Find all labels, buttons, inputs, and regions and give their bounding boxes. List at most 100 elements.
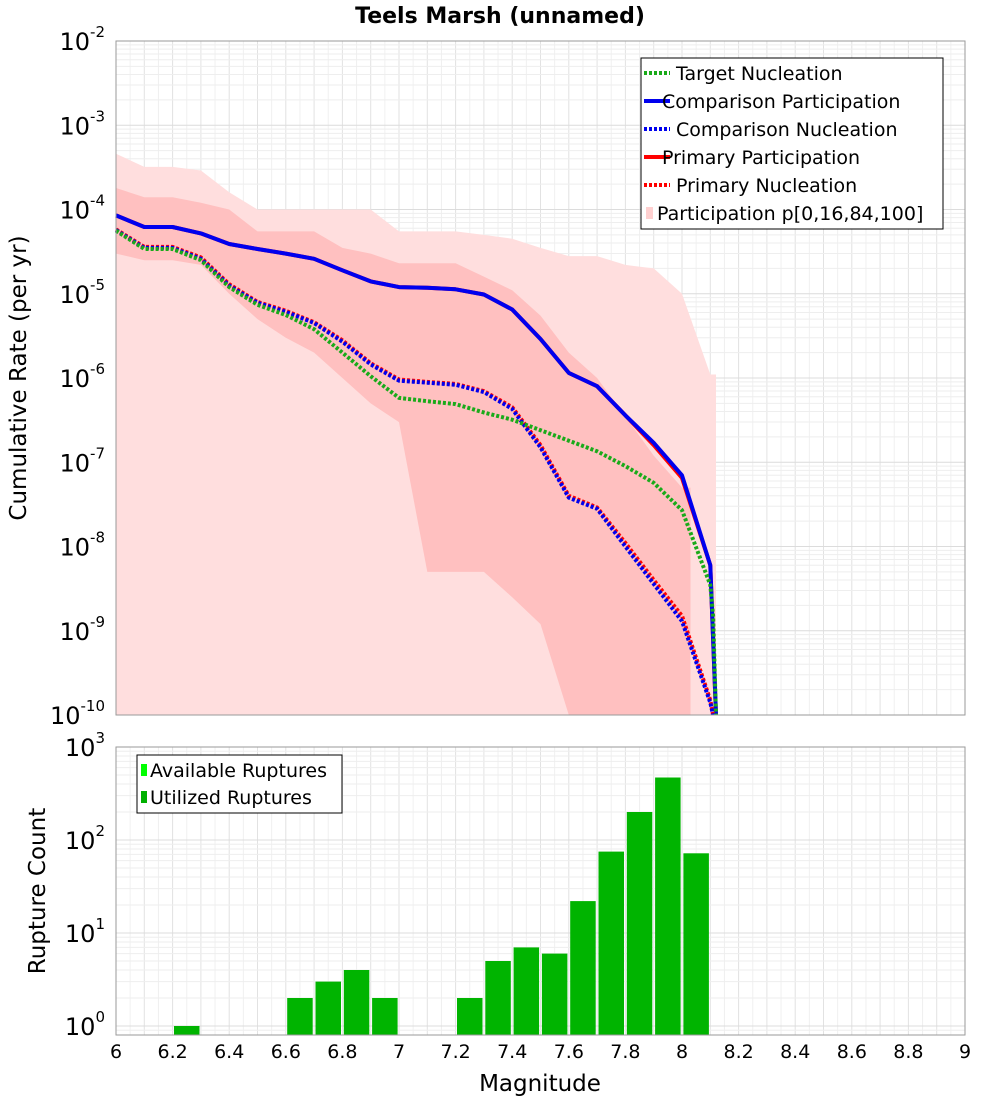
legend-label: Comparison Nucleation [676,119,898,141]
series-line-comparison-nucleation [114,228,716,716]
legend-label: Primary Participation [662,147,860,169]
bar-magnitude-8.05 [683,853,709,1035]
rate-y-tick-base: 10 [59,534,90,562]
rate-y-tick-exponent: -6 [90,360,105,378]
count-y-tick-exponent: 0 [95,1008,105,1026]
rate-y-tick-base: 10 [59,28,90,56]
bar-magnitude-7.75 [598,851,624,1035]
x-tick-label: 8.4 [780,1041,810,1063]
rate-y-tick-exponent: -10 [81,697,106,715]
x-tick-label: 7.2 [440,1041,470,1063]
count-y-tick-base: 10 [65,734,96,762]
count-y-tick-label: 100 [65,1008,105,1041]
rate-y-tick-label: 10-10 [50,697,105,730]
count-y-tick-base: 10 [65,920,96,948]
rate-plot-frame [115,40,966,716]
rate-y-tick-base: 10 [59,197,90,225]
x-tick-label: 9 [959,1041,971,1063]
rate-legend-box [640,57,944,230]
bar-magnitude-6.85 [343,970,370,1035]
chart-title: Teels Marsh (unnamed) [355,4,645,29]
count-plot-frame [115,746,966,1036]
legend-label: Available Ruptures [150,760,327,782]
rate-y-tick-label: 10-9 [59,613,105,646]
bar-magnitude-6.95 [372,998,398,1035]
bar-magnitude-7.95 [655,777,681,1035]
x-tick-label: 6.2 [157,1041,187,1063]
rate-legend: Target Nucleation Comparison Participatio… [640,57,944,230]
bar-magnitude-7.65 [570,901,596,1035]
count-y-tick-base: 10 [65,827,96,855]
bar-magnitude-7.45 [513,947,540,1035]
rate-series-lines [114,213,718,716]
rate-y-tick-base: 10 [50,702,81,730]
rate-y-tick-label: 10-4 [59,192,105,225]
bar-magnitude-7.25 [457,998,483,1035]
rate-y-tick-base: 10 [59,281,90,309]
count-y-tick-exponent: 3 [95,729,105,747]
legend-swatch-band [646,207,653,219]
count-bars [174,777,709,1035]
x-tick-label: 8.8 [893,1041,923,1063]
rate-y-axis-label: Cumulative Rate (per yr) [6,235,32,520]
rate-y-tick-label: 10-6 [59,360,105,393]
legend-label: Comparison Participation [662,91,900,113]
rate-y-tick-exponent: -8 [90,529,105,547]
rate-y-tick-label: 10-5 [59,276,105,309]
rate-y-tick-base: 10 [59,618,90,646]
count-y-tick-label: 101 [65,915,105,948]
legend-label: Target Nucleation [675,63,843,85]
x-tick-label: 7.8 [610,1041,640,1063]
x-tick-label: 6.4 [214,1041,244,1063]
bar-magnitude-7.85 [626,812,653,1035]
bar-magnitude-7.35 [485,961,511,1035]
count-y-tick-exponent: 1 [95,915,105,933]
legend-label: Utilized Ruptures [150,787,312,809]
x-axis-label: Magnitude [479,1071,601,1097]
x-tick-label: 7.6 [554,1041,584,1063]
band-p16-p84 [116,188,691,715]
rate-y-tick-label: 10-8 [59,529,105,562]
x-tick-label: 8 [676,1041,688,1063]
rate-y-tick-exponent: -5 [90,276,105,294]
rate-y-tick-label: 10-2 [59,23,105,56]
participation-bands [116,153,716,715]
rate-y-tick-label: 10-3 [59,107,105,140]
count-y-tick-exponent: 2 [95,822,105,840]
legend-swatch-utilized-ruptures [141,791,147,803]
x-tick-label: 6.6 [271,1041,301,1063]
series-line-comparison-participation [115,213,718,716]
count-y-axis-label: Rupture Count [25,808,51,974]
count-legend: Available Ruptures Utilized Ruptures [136,754,343,814]
rate-y-tick-exponent: -4 [90,192,105,210]
legend-label: Participation p[0,16,84,100] [657,203,923,225]
rate-y-tick-base: 10 [59,449,90,477]
count-y-tick-label: 102 [65,822,105,855]
rate-y-tick-exponent: -9 [90,613,105,631]
rate-y-tick-exponent: -7 [90,444,105,462]
count-y-tick-base: 10 [65,1013,96,1041]
x-tick-label: 6.8 [327,1041,357,1063]
rate-y-tick-label: 10-7 [59,444,105,477]
bar-magnitude-6.75 [315,981,341,1035]
x-tick-label: 7.4 [497,1041,527,1063]
rate-y-tick-base: 10 [59,112,90,140]
count-y-tick-label: 103 [65,729,105,762]
bar-magnitude-6.65 [287,998,313,1035]
rate-y-tick-base: 10 [59,365,90,393]
count-legend-box [136,754,343,814]
legend-label: Primary Nucleation [676,175,857,197]
rate-y-tick-exponent: -2 [90,23,105,41]
x-tick-label: 6 [110,1041,122,1063]
bar-magnitude-6.25 [174,1026,200,1035]
bar-magnitude-7.55 [541,953,568,1035]
magnitude-x-ticks: 6 6.2 6.4 6.6 6.8 7 7.2 7.4 7.6 7.8 8 8.2 8.4 8.6 8.8 9 [110,1041,971,1063]
rate-y-tick-exponent: -3 [90,107,105,125]
legend-swatch-available-ruptures [141,764,147,776]
x-tick-label: 8.2 [723,1041,753,1063]
